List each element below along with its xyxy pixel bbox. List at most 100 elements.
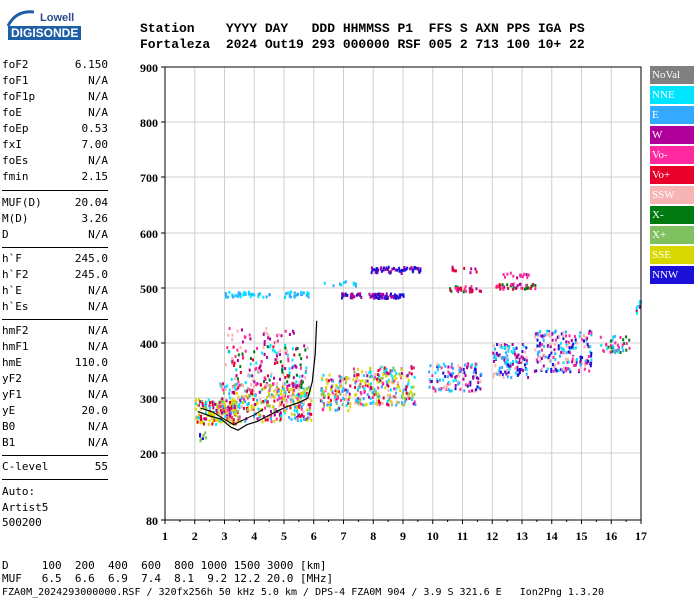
echo-point <box>284 346 287 350</box>
echo-point <box>400 401 403 405</box>
echo-point <box>296 293 298 297</box>
echo-point <box>607 345 610 349</box>
echo-point <box>429 380 432 384</box>
echo-point <box>268 383 271 387</box>
echo-point <box>222 382 225 386</box>
echo-point <box>562 349 565 353</box>
echo-point <box>304 391 307 395</box>
echo-point <box>330 402 332 406</box>
echo-point <box>506 368 509 372</box>
echo-point <box>241 352 244 356</box>
echo-point <box>529 287 532 290</box>
echo-point <box>375 267 378 270</box>
echo-point <box>551 332 554 336</box>
echo-point <box>464 285 467 289</box>
echo-point <box>247 405 249 409</box>
echo-point <box>403 403 406 407</box>
param-value: N/A <box>88 300 108 313</box>
echo-point <box>307 386 310 389</box>
echo-point <box>333 398 336 402</box>
echo-point <box>236 377 239 381</box>
echo-point <box>349 402 352 405</box>
echo-point <box>346 389 349 393</box>
echo-point <box>227 295 230 299</box>
echo-point <box>578 334 581 338</box>
echo-point <box>589 345 592 349</box>
echo-point <box>236 329 239 333</box>
echo-point <box>337 386 340 390</box>
param-MUF: MUF(D) 20.04 <box>2 195 108 211</box>
echo-point <box>515 286 518 290</box>
echo-point <box>368 371 371 375</box>
echo-point <box>302 415 305 419</box>
param-B1: B1 N/A <box>2 435 108 451</box>
echo-point <box>579 331 582 335</box>
echo-point <box>616 343 619 347</box>
echo-point <box>470 285 473 289</box>
echo-point <box>202 437 204 440</box>
echo-point <box>501 373 504 377</box>
echo-point <box>444 364 447 368</box>
param-key: fxI <box>2 138 22 151</box>
echo-point <box>375 399 378 403</box>
echo-point <box>263 352 266 356</box>
echo-point <box>284 376 287 379</box>
echo-point <box>288 416 291 419</box>
echo-point <box>279 377 281 381</box>
echo-point <box>536 360 539 364</box>
echo-point <box>284 409 287 413</box>
echo-point <box>308 415 311 419</box>
echo-point <box>397 296 400 300</box>
echo-point <box>562 337 565 341</box>
echo-point <box>293 409 296 412</box>
echo-point <box>469 287 472 291</box>
echo-point <box>299 396 302 400</box>
echo-point <box>442 362 445 366</box>
echo-point <box>456 380 459 384</box>
x-tick-label: 11 <box>457 529 468 543</box>
echo-point <box>276 357 279 361</box>
echo-point <box>300 357 303 361</box>
echo-point <box>391 395 394 399</box>
echo-point <box>246 389 248 393</box>
echo-point <box>361 385 364 389</box>
echo-point <box>358 385 361 389</box>
echo-point <box>226 346 229 350</box>
echo-point <box>492 351 495 355</box>
echo-point <box>287 357 290 361</box>
echo-point <box>231 415 233 419</box>
echo-point <box>390 400 393 404</box>
divider <box>2 479 108 480</box>
echo-point <box>402 391 405 395</box>
echo-point <box>338 390 341 394</box>
echo-point <box>233 361 236 365</box>
echo-point <box>222 404 225 408</box>
echo-point <box>229 422 232 425</box>
echo-point <box>329 399 332 403</box>
echo-point <box>262 386 265 390</box>
echo-point <box>636 304 639 308</box>
echo-point <box>335 383 338 387</box>
echo-point <box>296 397 299 401</box>
echo-point <box>270 414 273 418</box>
echo-point <box>224 387 227 391</box>
echo-point <box>295 417 298 421</box>
echo-point <box>252 358 254 362</box>
echo-point <box>450 365 453 369</box>
echo-point <box>479 380 482 384</box>
param-value: 6.150 <box>74 58 108 71</box>
echo-point <box>292 364 295 368</box>
echo-point <box>514 354 517 358</box>
echo-point <box>309 397 312 401</box>
echo-point <box>219 408 222 412</box>
echo-point <box>380 266 383 270</box>
echo-point <box>543 353 546 357</box>
echo-point <box>550 367 553 371</box>
echo-point <box>228 327 231 330</box>
echo-point <box>249 357 252 360</box>
echo-point <box>202 434 205 438</box>
echo-point <box>377 386 380 390</box>
echo-point <box>354 381 357 385</box>
echo-point <box>520 273 523 277</box>
echo-point <box>231 359 234 362</box>
